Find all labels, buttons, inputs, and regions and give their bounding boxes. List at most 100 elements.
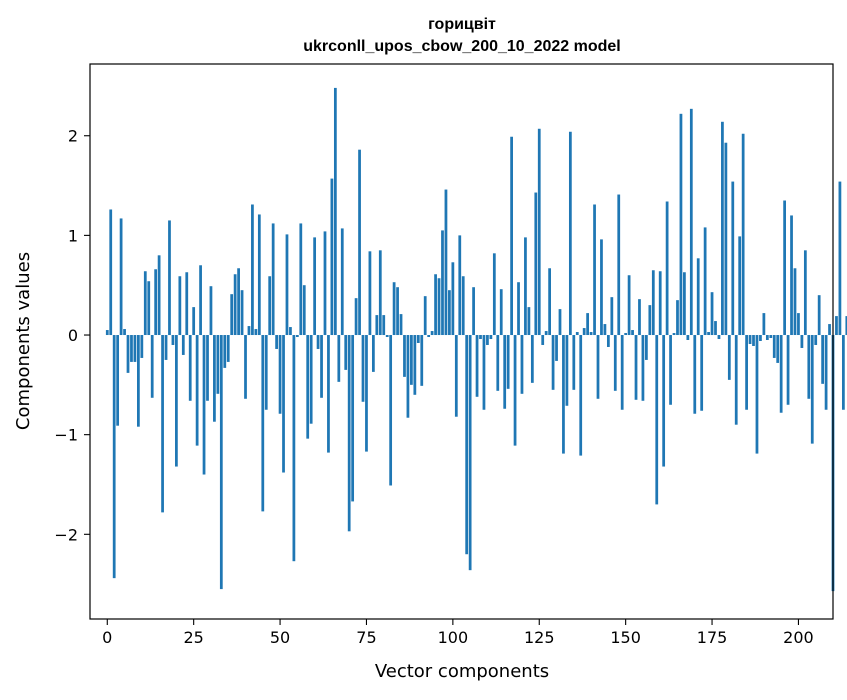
- bar-135: [572, 335, 576, 390]
- bar-93: [427, 335, 431, 338]
- bar-159: [655, 335, 659, 505]
- bar-5: [123, 329, 126, 336]
- bar-202: [803, 250, 807, 336]
- bar-122: [527, 307, 531, 336]
- bar-166: [679, 113, 683, 336]
- bar-126: [541, 335, 545, 345]
- bar-50: [278, 335, 282, 414]
- bar-96: [437, 278, 441, 336]
- bar-43: [254, 329, 258, 336]
- bar-82: [389, 335, 393, 486]
- x-axis-ticks: 0 25 50 75 100 125 150 175 200: [102, 619, 814, 647]
- bar-114: [499, 289, 503, 336]
- bar-189: [759, 335, 762, 341]
- bar-110: [486, 335, 489, 345]
- bar-59: [309, 335, 313, 424]
- bar-129: [551, 335, 555, 390]
- y-axis-ticks: −2 −1 0 1 2: [54, 127, 90, 544]
- bar-147: [613, 335, 617, 391]
- x-tick-label: 100: [438, 628, 469, 647]
- bar-65: [330, 178, 334, 336]
- bar-163: [669, 335, 672, 405]
- bar-102: [458, 235, 462, 336]
- bar-196: [783, 200, 786, 336]
- bar-139: [586, 313, 590, 336]
- bar-66: [333, 87, 337, 336]
- bar-143: [600, 239, 603, 336]
- bar-148: [617, 194, 621, 336]
- chart-subtitle: ukrconll_upos_cbow_200_10_2022 model: [303, 38, 620, 55]
- bar-8: [133, 335, 137, 362]
- bar-16: [161, 335, 164, 513]
- bar-74: [361, 335, 365, 402]
- bar-175: [710, 292, 714, 336]
- bar-18: [168, 220, 171, 336]
- y-tick-label: 1: [68, 226, 78, 245]
- bar-134: [568, 131, 572, 336]
- bar-191: [765, 335, 769, 340]
- bar-156: [645, 335, 648, 360]
- bar-78: [375, 315, 379, 336]
- bar-151: [627, 275, 631, 336]
- bar-26: [195, 335, 199, 446]
- bar-35: [226, 335, 230, 362]
- bar-98: [444, 189, 448, 336]
- bar-60: [313, 237, 317, 336]
- bar-51: [282, 335, 285, 473]
- bar-21: [178, 276, 182, 336]
- bar-212: [838, 181, 842, 336]
- bar-58: [306, 335, 310, 439]
- bar-24: [188, 335, 192, 401]
- bar-61: [316, 335, 320, 349]
- x-tick-label: 175: [697, 628, 728, 647]
- bar-133: [565, 335, 569, 406]
- bar-214: [845, 316, 847, 336]
- bar-152: [631, 330, 634, 336]
- bar-138: [582, 328, 586, 336]
- bar-141: [593, 204, 596, 336]
- x-tick-label: 150: [610, 628, 641, 647]
- plot-frame: [89, 63, 834, 620]
- bar-38: [237, 268, 240, 336]
- bar-19: [171, 335, 175, 345]
- bar-136: [575, 332, 579, 336]
- bar-99: [448, 290, 451, 336]
- bar-128: [548, 268, 551, 336]
- bar-213: [841, 335, 845, 410]
- bar-174: [707, 332, 710, 336]
- bar-33: [219, 335, 223, 590]
- bar-9: [137, 335, 140, 427]
- bar-4: [119, 218, 123, 336]
- bar-205: [814, 335, 818, 345]
- bar-67: [337, 335, 341, 382]
- bar-200: [797, 313, 800, 336]
- bar-85: [399, 314, 403, 336]
- bar-46: [264, 335, 268, 410]
- bar-27: [199, 265, 202, 336]
- bar-149: [620, 335, 624, 410]
- bar-32: [216, 335, 220, 394]
- bar-154: [638, 299, 641, 336]
- bar-137: [579, 335, 583, 456]
- bar-176: [714, 321, 717, 336]
- bar-84: [396, 287, 399, 336]
- bar-83: [392, 282, 396, 336]
- bar-11: [143, 271, 147, 336]
- bar-14: [154, 269, 158, 336]
- y-axis-label: Components values: [13, 252, 34, 430]
- bar-185: [745, 335, 748, 410]
- bar-86: [403, 335, 406, 377]
- bar-194: [776, 335, 780, 363]
- bar-118: [513, 335, 517, 446]
- bar-97: [441, 230, 444, 336]
- y-tick-label: −1: [54, 426, 78, 445]
- bar-79: [378, 250, 382, 336]
- bar-76: [368, 251, 372, 336]
- bar-104: [465, 335, 469, 555]
- bar-117: [510, 136, 513, 336]
- bar-165: [676, 300, 679, 336]
- bar-7: [130, 335, 133, 362]
- bar-55: [295, 335, 299, 338]
- bar-45: [261, 335, 265, 512]
